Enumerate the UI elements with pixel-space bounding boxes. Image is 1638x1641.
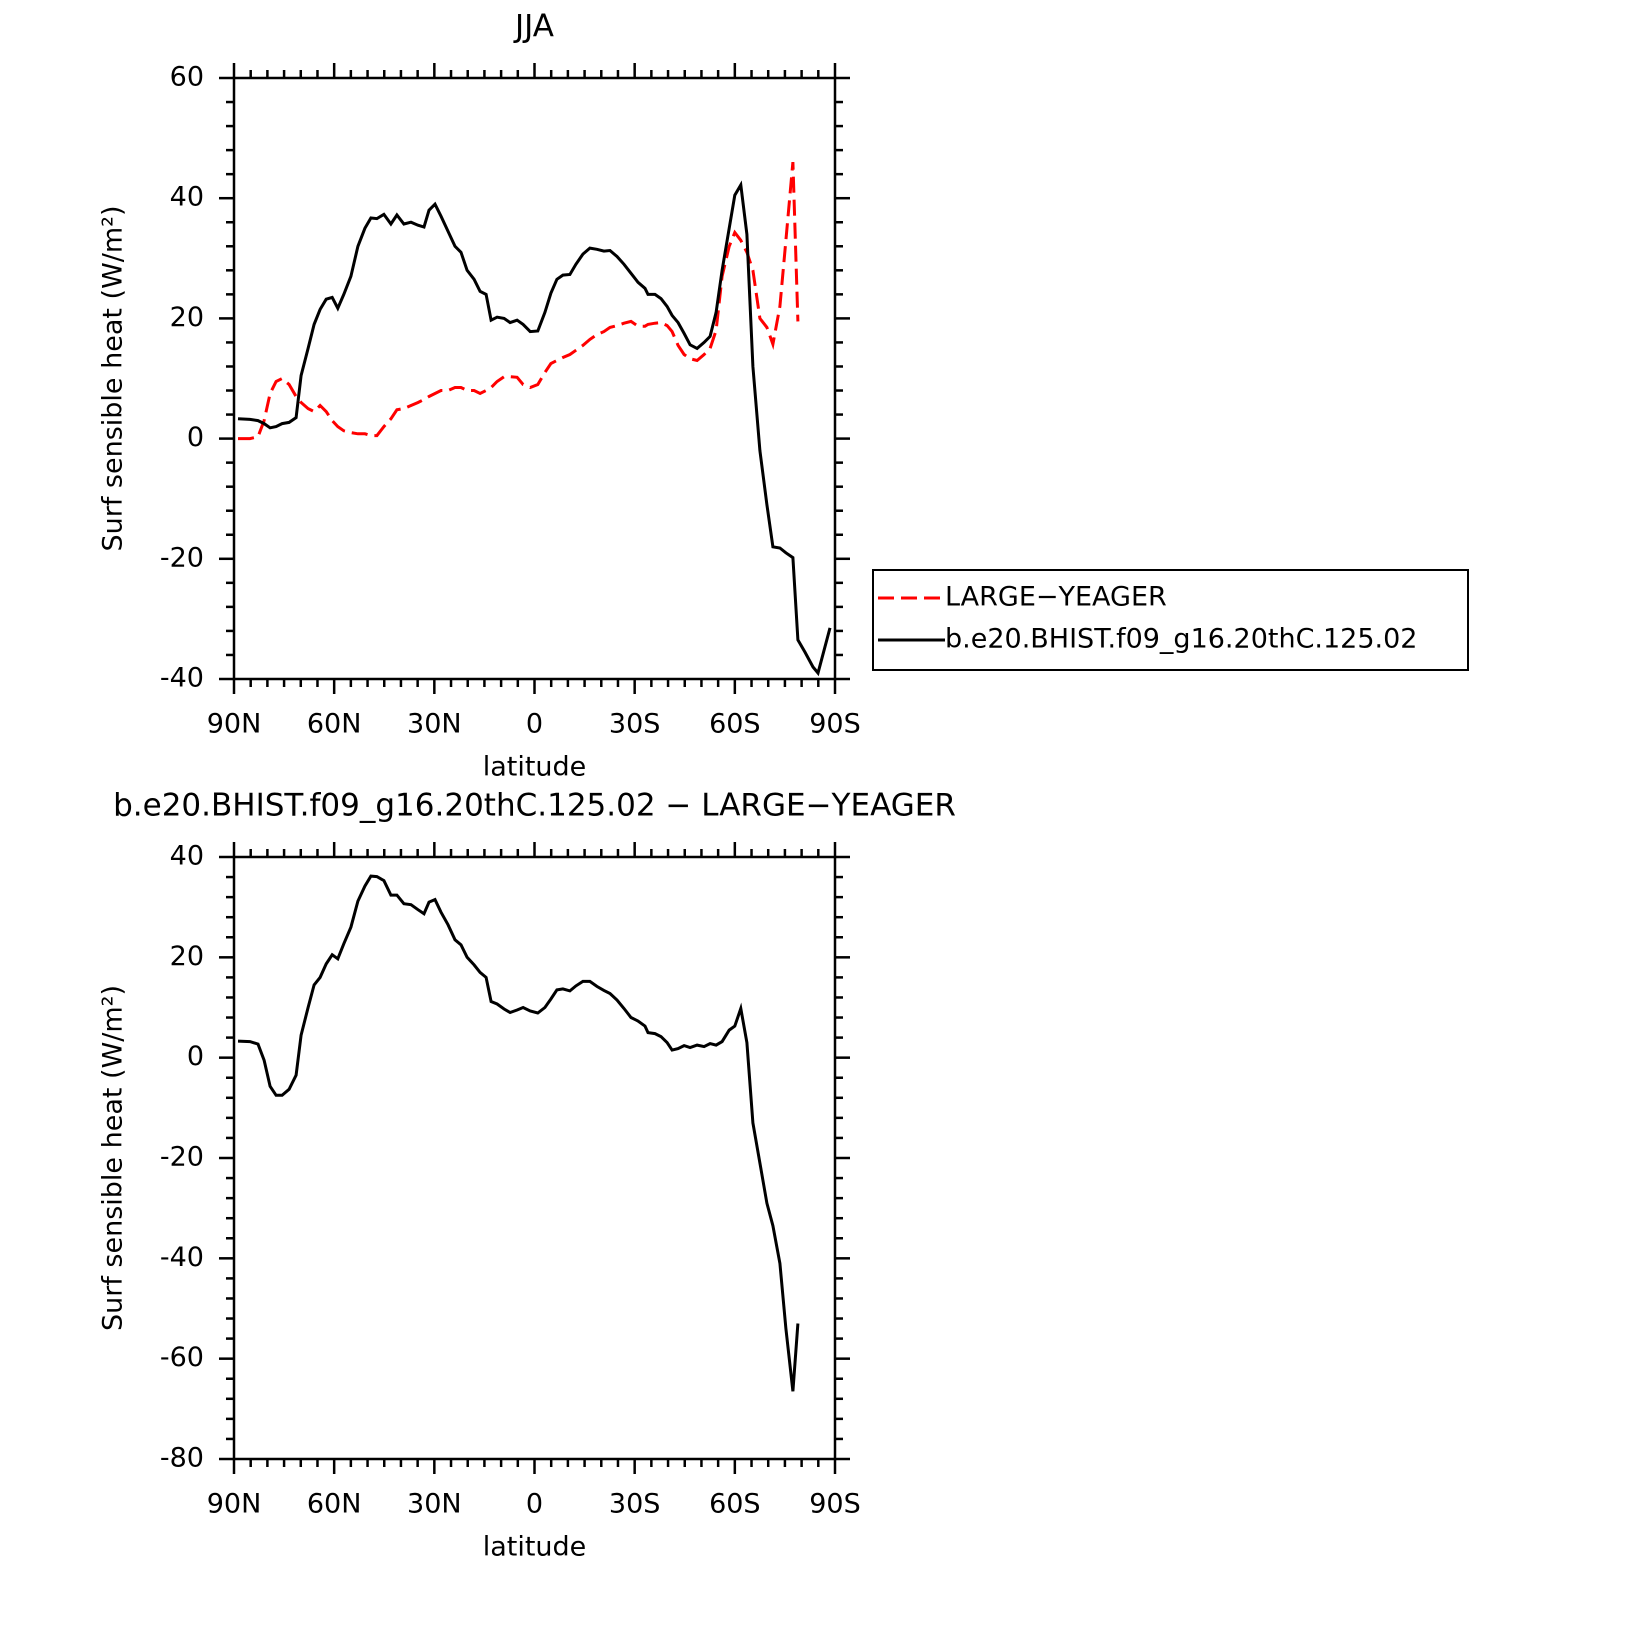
y-tick-label: 60 bbox=[170, 62, 204, 93]
x-axis-label: latitude bbox=[483, 752, 587, 783]
legend-label: b.e20.BHIST.f09_g16.20thC.125.02 bbox=[945, 624, 1417, 655]
y-tick-label: 20 bbox=[170, 302, 204, 333]
y-tick-label: -20 bbox=[160, 542, 204, 573]
x-tick-label: 0 bbox=[526, 709, 543, 740]
x-tick-label: 90S bbox=[809, 1489, 861, 1520]
x-tick-label: 60N bbox=[307, 1489, 362, 1520]
y-tick-label: -60 bbox=[160, 1342, 204, 1373]
y-tick-label: 0 bbox=[187, 1041, 204, 1072]
x-tick-label: 30N bbox=[407, 709, 462, 740]
chart-title: b.e20.BHIST.f09_g16.20thC.125.02 − LARGE… bbox=[113, 788, 956, 824]
x-tick-label: 60N bbox=[307, 709, 362, 740]
x-tick-label: 0 bbox=[526, 1489, 543, 1520]
x-tick-label: 30S bbox=[609, 1489, 661, 1520]
x-tick-label: 30S bbox=[609, 709, 661, 740]
plot-frame bbox=[232, 855, 837, 1461]
y-tick-label: -80 bbox=[160, 1443, 204, 1474]
legend-label: LARGE−YEAGER bbox=[945, 582, 1167, 613]
data-line bbox=[237, 180, 832, 677]
y-tick-label: -40 bbox=[160, 1242, 204, 1273]
legend-box bbox=[872, 569, 1469, 671]
y-axis-label: Surf sensible heat (W/m²) bbox=[98, 205, 129, 551]
y-tick-label: -40 bbox=[160, 663, 204, 694]
chart-title: JJA bbox=[513, 9, 554, 45]
x-axis-label: latitude bbox=[483, 1532, 587, 1563]
y-axis-label: Surf sensible heat (W/m²) bbox=[98, 985, 129, 1331]
x-tick-label: 90S bbox=[809, 709, 861, 740]
y-tick-label: 40 bbox=[170, 182, 204, 213]
x-tick-label: 90N bbox=[207, 709, 262, 740]
plot-frame bbox=[232, 76, 837, 681]
x-tick-label: 90N bbox=[207, 1489, 262, 1520]
y-tick-label: 20 bbox=[170, 941, 204, 972]
x-tick-label: 60S bbox=[709, 1489, 761, 1520]
y-tick-label: 0 bbox=[187, 422, 204, 453]
data-line bbox=[237, 874, 800, 1392]
y-tick-label: 40 bbox=[170, 841, 204, 872]
x-tick-label: 60S bbox=[709, 709, 761, 740]
y-tick-label: -20 bbox=[160, 1142, 204, 1173]
data-line bbox=[238, 161, 800, 441]
x-tick-label: 30N bbox=[407, 1489, 462, 1520]
